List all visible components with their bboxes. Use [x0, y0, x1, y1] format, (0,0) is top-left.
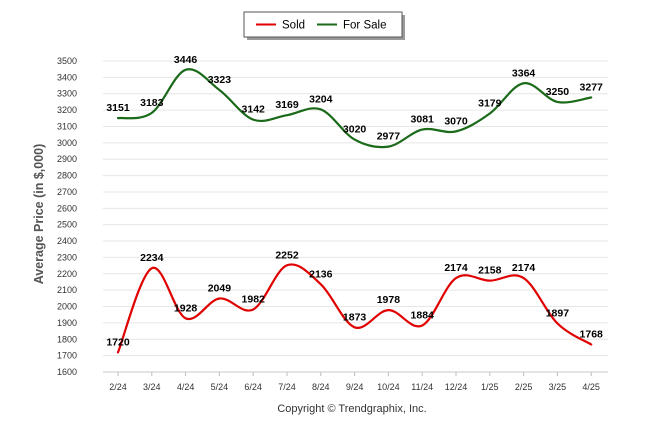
data-label-sold: 2158 [478, 265, 502, 277]
copyright-credit: Copyright © Trendgraphix, Inc. [277, 403, 426, 415]
x-axis-ticks: 2/24 3/24 4/24 5/24 6/24 7/24 8/24 9/24 10/24 11/… [109, 372, 600, 392]
y-tick-label: 3000 [57, 138, 77, 148]
data-labels: 1720 2234 1928 2049 1982 2252 2136 1873 1978 1884… [106, 54, 603, 349]
data-label-for-sale: 3142 [242, 104, 266, 116]
y-axis-ticks: 1600 1700 1800 1900 2000 2100 2200 2300 2400 2500… [57, 56, 77, 377]
y-tick-label: 2900 [57, 154, 77, 164]
legend-label-for-sale: For Sale [343, 20, 386, 32]
y-tick-label: 1600 [57, 367, 77, 377]
data-label-sold: 1978 [377, 294, 401, 306]
data-label-for-sale: 3323 [208, 74, 232, 86]
x-tick-label: 2/24 [109, 382, 127, 392]
y-tick-label: 2600 [57, 203, 77, 213]
data-label-sold: 1884 [411, 310, 435, 322]
x-tick-label: 4/24 [177, 382, 195, 392]
data-label-sold: 1897 [546, 307, 570, 319]
data-label-for-sale: 3204 [309, 93, 333, 105]
x-tick-label: 10/24 [377, 382, 400, 392]
legend-label-sold: Sold [282, 20, 305, 32]
y-tick-label: 2100 [57, 285, 77, 295]
data-label-for-sale: 3020 [343, 124, 367, 136]
x-tick-label: 8/24 [312, 382, 330, 392]
data-label-sold: 1928 [174, 302, 198, 314]
x-tick-label: 3/25 [549, 382, 567, 392]
y-tick-label: 2300 [57, 252, 77, 262]
data-label-sold: 2136 [309, 268, 333, 280]
data-label-sold: 2174 [512, 262, 536, 274]
grid-lines [103, 60, 608, 357]
x-tick-label: 1/25 [481, 382, 499, 392]
data-label-for-sale: 3151 [106, 102, 130, 114]
x-tick-label: 5/24 [211, 382, 229, 392]
y-tick-label: 1900 [57, 318, 77, 328]
series-line-sold [116, 263, 593, 354]
x-tick-label: 7/24 [278, 382, 296, 392]
series-line-for-sale [116, 68, 593, 149]
y-tick-label: 2700 [57, 187, 77, 197]
y-tick-label: 2500 [57, 220, 77, 230]
data-label-sold: 1720 [106, 336, 130, 348]
data-label-for-sale: 3183 [140, 97, 164, 109]
x-tick-label: 6/24 [244, 382, 262, 392]
x-tick-label: 12/24 [445, 382, 468, 392]
x-tick-label: 3/24 [143, 382, 161, 392]
data-label-for-sale: 3169 [275, 99, 299, 111]
x-tick-label: 11/24 [411, 382, 433, 392]
x-tick-label: 2/25 [515, 382, 533, 392]
y-tick-label: 2200 [57, 269, 77, 279]
y-axis-label: Average Price (in $,000) [32, 144, 46, 285]
data-label-for-sale: 3081 [411, 114, 435, 126]
y-tick-label: 3100 [57, 121, 77, 131]
y-tick-label: 3400 [57, 72, 77, 82]
data-label-for-sale: 3250 [546, 86, 570, 98]
data-label-sold: 2234 [140, 252, 164, 264]
y-tick-label: 3500 [57, 56, 77, 66]
y-tick-label: 1800 [57, 334, 77, 344]
data-label-sold: 2049 [208, 283, 232, 295]
data-label-sold: 2174 [444, 262, 468, 274]
x-tick-label: 4/25 [582, 382, 600, 392]
data-label-sold: 1768 [580, 329, 604, 341]
y-tick-label: 3300 [57, 89, 77, 99]
legend: Sold For Sale [243, 11, 405, 40]
data-label-sold: 1873 [343, 311, 367, 323]
data-label-for-sale: 3070 [444, 115, 468, 127]
data-label-for-sale: 3277 [580, 82, 604, 94]
y-tick-label: 3200 [57, 105, 77, 115]
y-tick-label: 2800 [57, 171, 77, 181]
data-label-for-sale: 2977 [377, 131, 401, 143]
data-label-for-sale: 3179 [478, 98, 502, 110]
y-tick-label: 1700 [57, 351, 77, 361]
x-tick-label: 9/24 [346, 382, 364, 392]
data-label-for-sale: 3364 [512, 67, 536, 79]
data-label-for-sale: 3446 [174, 54, 198, 66]
y-tick-label: 2400 [57, 236, 77, 246]
y-tick-label: 2000 [57, 302, 77, 312]
data-label-sold: 2252 [275, 249, 299, 261]
series-lines [116, 68, 593, 354]
data-label-sold: 1982 [242, 293, 266, 305]
